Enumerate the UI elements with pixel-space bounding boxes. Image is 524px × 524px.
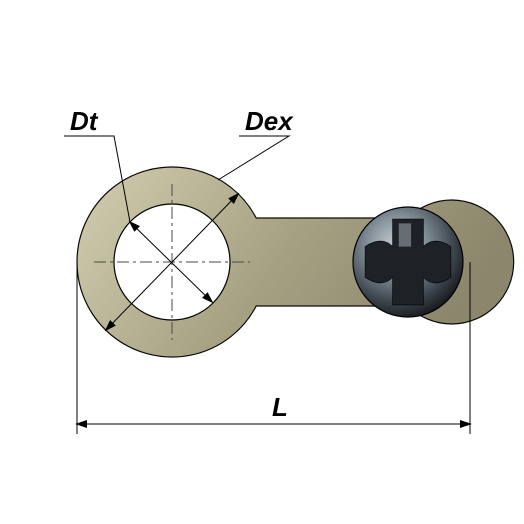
technical-drawing: Dt Dex L — [0, 0, 524, 524]
label-dt: Dt — [70, 106, 99, 136]
leader-dex — [218, 136, 289, 180]
screw-highlight — [399, 223, 411, 246]
label-l: L — [272, 392, 288, 422]
label-dex: Dex — [245, 106, 294, 136]
phillips-screw — [353, 207, 463, 317]
